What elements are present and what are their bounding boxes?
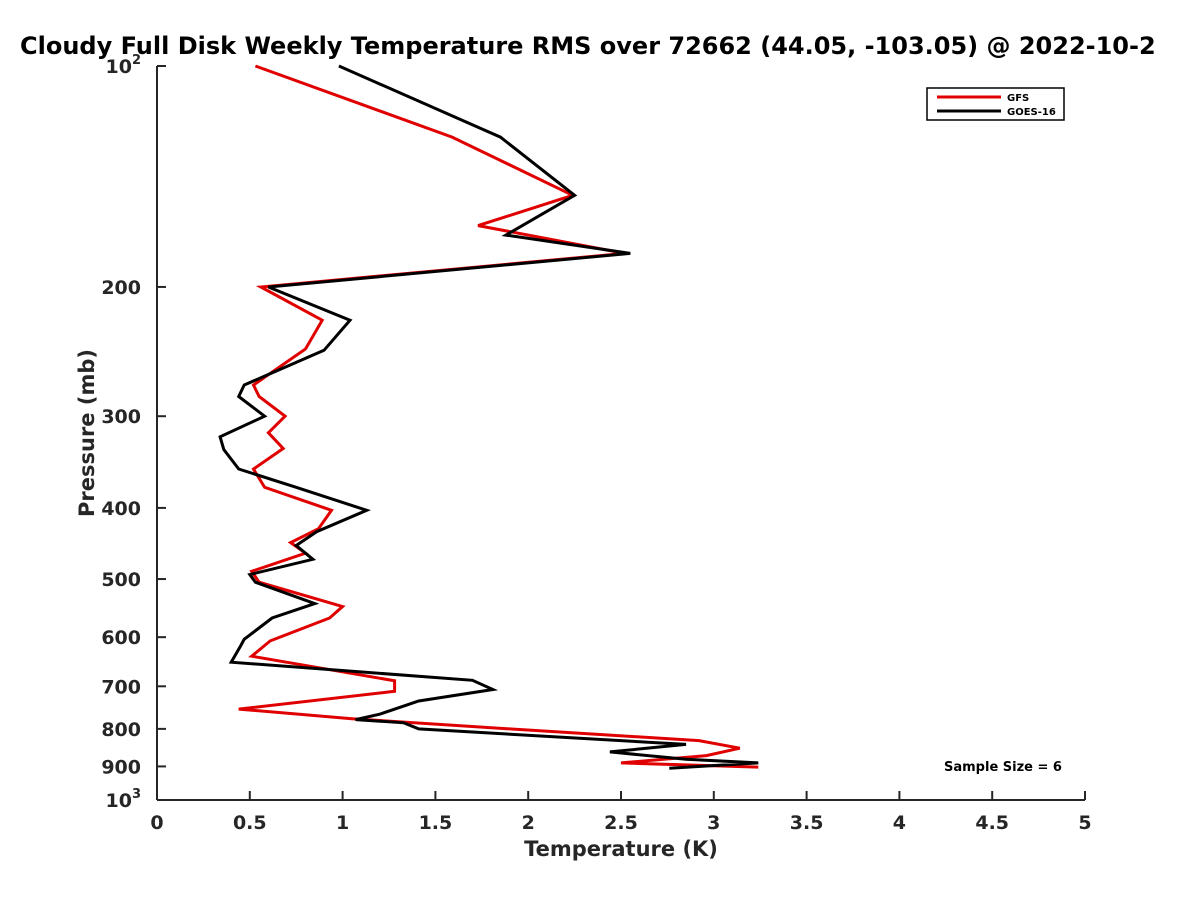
x-tick-label: 5 <box>1078 812 1091 834</box>
axes-layer: 0 0.5 1 1.5 2 2.5 3 3.5 4 4.5 5 102 200 300 400 500 600 7… <box>101 53 1091 834</box>
y-tick-label: 900 <box>101 756 141 778</box>
series-line-goes-16 <box>218 64 759 770</box>
legend-box <box>926 87 1065 121</box>
y-tick-label: 102 <box>106 53 142 78</box>
y-tick-label: 700 <box>101 676 141 698</box>
legend-label-gfs: GFS <box>1007 93 1029 104</box>
x-tick-label: 1.5 <box>419 812 453 834</box>
x-tick-label: 2 <box>522 812 535 834</box>
x-tick-label: 3 <box>707 812 720 834</box>
series-layer <box>218 64 759 770</box>
y-tick-label: 200 <box>101 277 141 299</box>
y-tick-label: 103 <box>106 787 142 812</box>
x-tick-label: 1 <box>336 812 349 834</box>
x-tick-label: 0.5 <box>233 812 267 834</box>
legend-label-goes-16: GOES-16 <box>1007 107 1056 118</box>
x-tick-label: 4.5 <box>975 812 1009 834</box>
x-tick-label: 0 <box>150 812 163 834</box>
y-tick-label: 800 <box>101 719 141 741</box>
y-axis-label: Pressure (mb) <box>75 349 99 517</box>
x-tick-label: 4 <box>893 812 906 834</box>
x-tick-label: 3.5 <box>790 812 824 834</box>
y-tick-label: 300 <box>101 406 141 428</box>
legend: GFS GOES-16 <box>926 87 1065 121</box>
y-tick-label: 600 <box>101 627 141 649</box>
chart-title: Cloudy Full Disk Weekly Temperature RMS … <box>20 32 1156 60</box>
x-axis-label: Temperature (K) <box>524 837 718 861</box>
series-line-gfs <box>238 64 759 769</box>
y-tick-label: 400 <box>101 498 141 520</box>
y-tick-label: 500 <box>101 569 141 591</box>
plot-area: 0 0.5 1 1.5 2 2.5 3 3.5 4 4.5 5 102 200 300 400 500 600 7… <box>101 53 1091 834</box>
sample-size-annotation: Sample Size = 6 <box>944 760 1062 775</box>
x-tick-label: 2.5 <box>604 812 638 834</box>
